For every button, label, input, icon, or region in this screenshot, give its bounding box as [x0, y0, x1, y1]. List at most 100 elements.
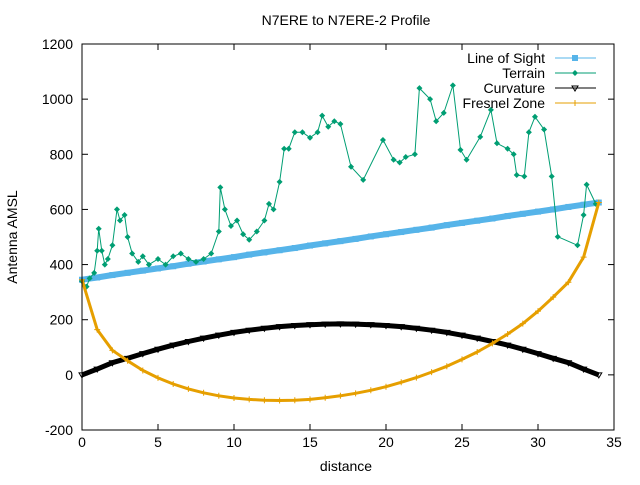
line-of-sight-point — [124, 269, 131, 276]
curvature-point — [245, 327, 254, 335]
curvature-point — [154, 346, 162, 354]
line-of-sight-point — [155, 265, 161, 272]
line-of-sight-point — [215, 256, 222, 263]
terrain-point — [101, 261, 108, 268]
legend-marker-terrain — [572, 70, 578, 76]
series-terrain — [79, 82, 599, 290]
curvature-point — [351, 321, 360, 329]
terrain-point — [463, 156, 470, 163]
legend-marker-line-of-sight — [572, 55, 578, 61]
curvature-point — [275, 324, 284, 331]
terrain-point — [325, 123, 332, 130]
terrain-point — [510, 151, 517, 158]
curvature-point — [549, 355, 558, 363]
terrain-point — [234, 217, 241, 224]
line-of-sight-point — [443, 222, 450, 229]
y-tick-label: 800 — [50, 146, 74, 162]
terrain-point — [208, 250, 215, 257]
line-of-sight-point — [322, 240, 329, 247]
terrain-point — [129, 250, 136, 257]
terrain-point — [109, 242, 116, 249]
fresnel-zone-point — [291, 397, 298, 404]
fresnel-zone-point — [383, 383, 389, 390]
curvature-point — [518, 346, 527, 354]
terrain-point — [193, 258, 199, 265]
terrain-point — [477, 133, 484, 140]
terrain-point — [307, 134, 313, 141]
terrain-point — [121, 211, 128, 218]
terrain-point — [86, 275, 93, 282]
line-of-sight-point — [231, 254, 237, 261]
curvature-line — [81, 321, 600, 378]
fresnel-zone-point — [139, 367, 146, 374]
x-tick-label: 5 — [154, 434, 162, 450]
line-of-sight-point — [139, 267, 146, 274]
line-of-sight-point — [580, 201, 587, 208]
terrain-point — [145, 261, 152, 268]
fresnel-zone-point — [489, 340, 496, 347]
terrain-point — [124, 234, 131, 240]
line-of-sight-point — [489, 215, 496, 222]
fresnel-zone-point — [185, 385, 192, 392]
terrain-point — [580, 211, 587, 218]
x-axis-label: distance — [320, 458, 372, 474]
series-curvature — [78, 321, 603, 379]
fresnel-zone-point — [307, 396, 313, 403]
fresnel-zone-point — [352, 390, 359, 397]
legend-marker-curvature — [571, 85, 579, 92]
fresnel-zone-point — [322, 394, 329, 401]
fresnel-zone-point — [337, 392, 344, 399]
terrain-point — [504, 145, 511, 152]
terrain-point — [319, 112, 326, 119]
terrain-point — [521, 173, 528, 180]
line-of-sight-point — [504, 213, 511, 220]
terrain-point — [265, 200, 272, 207]
terrain-point — [246, 236, 253, 243]
fresnel-zone-point — [443, 363, 450, 370]
curvature-point — [534, 351, 542, 358]
terrain-point — [240, 231, 247, 238]
terrain-point — [583, 181, 590, 188]
fresnel-zone-point — [170, 380, 177, 387]
curvature-point — [564, 360, 573, 367]
curvature-point — [230, 329, 238, 337]
fresnel-zone-point — [474, 348, 481, 355]
curvature-point — [321, 321, 330, 329]
fresnel-zone-point — [155, 374, 161, 381]
series-line-of-sight — [79, 199, 602, 283]
y-tick-label: 600 — [50, 201, 74, 217]
fresnel-zone-point — [124, 357, 131, 364]
curvature-point — [397, 324, 406, 331]
y-axis-label: Antenna AMSL — [4, 190, 20, 284]
terrain-point — [574, 242, 581, 249]
x-tick-label: 35 — [606, 434, 622, 450]
line-of-sight-point — [170, 263, 177, 270]
line-of-sight-point — [337, 238, 344, 245]
terrain-point — [531, 113, 538, 120]
terrain-point — [525, 129, 532, 136]
y-tick-label: 1000 — [42, 91, 73, 107]
terrain-line — [81, 84, 597, 288]
fresnel-zone-point — [276, 397, 283, 404]
line-of-sight-point — [109, 272, 116, 279]
terrain-point — [291, 129, 298, 136]
curvature-point — [184, 338, 193, 346]
curvature-point — [93, 366, 102, 374]
curvature-point — [306, 322, 314, 329]
terrain-point — [139, 253, 146, 260]
terrain-point — [200, 256, 207, 263]
legend-marker-fresnel-zone — [572, 100, 578, 106]
x-tick-label: 15 — [302, 434, 318, 450]
fresnel-zone-point — [504, 331, 511, 338]
terrain-point — [104, 256, 111, 263]
terrain-point — [548, 173, 555, 180]
fresnel-zone-point — [261, 397, 268, 404]
terrain-point — [331, 118, 338, 125]
terrain-point — [360, 176, 367, 183]
curvature-point — [214, 332, 223, 340]
y-tick-label: 400 — [50, 257, 74, 273]
line-of-sight-point — [413, 226, 420, 233]
curvature-point — [108, 360, 117, 367]
y-tick-label: 1200 — [42, 36, 73, 52]
curvature-point — [473, 335, 482, 343]
